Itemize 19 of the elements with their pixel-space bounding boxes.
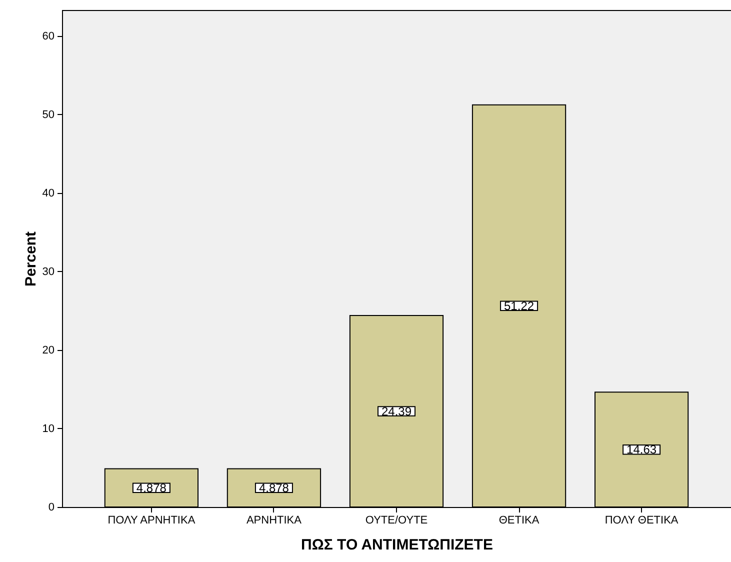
data-label: 4.878 <box>258 480 290 495</box>
y-tick-label: 30 <box>42 266 54 278</box>
y-tick-label: 50 <box>42 108 54 121</box>
y-axis-title: Percent <box>22 231 40 287</box>
x-tick-label: ΘΕΤΙΚΑ <box>498 514 540 526</box>
data-label: 4.878 <box>136 480 167 495</box>
y-tick-label: 10 <box>42 422 54 435</box>
y-tick-label: 20 <box>42 344 54 356</box>
data-label: 24.39 <box>381 404 412 418</box>
data-label: 51.22 <box>504 298 534 313</box>
y-tick-label: 0 <box>48 502 54 514</box>
y-tick-label: 60 <box>42 30 54 42</box>
x-tick-label: ΠΟΛΥ ΑΡΝΗΤΙΚΑ <box>108 514 196 526</box>
x-tick-label: ΠΟΛΥ ΘΕΤΙΚΑ <box>604 514 679 526</box>
data-label: 14.63 <box>626 442 657 457</box>
y-tick-label: 40 <box>42 187 54 200</box>
x-tick-label: ΟΥΤΕ/ΟΥΤΕ <box>365 514 428 526</box>
x-tick-label: ΑΡΝΗΤΙΚΑ <box>246 514 302 526</box>
x-axis-title: ΠΩΣ ΤΟ ΑΝΤΙΜΕΤΩΠΙΖΕΤΕ <box>301 536 493 554</box>
